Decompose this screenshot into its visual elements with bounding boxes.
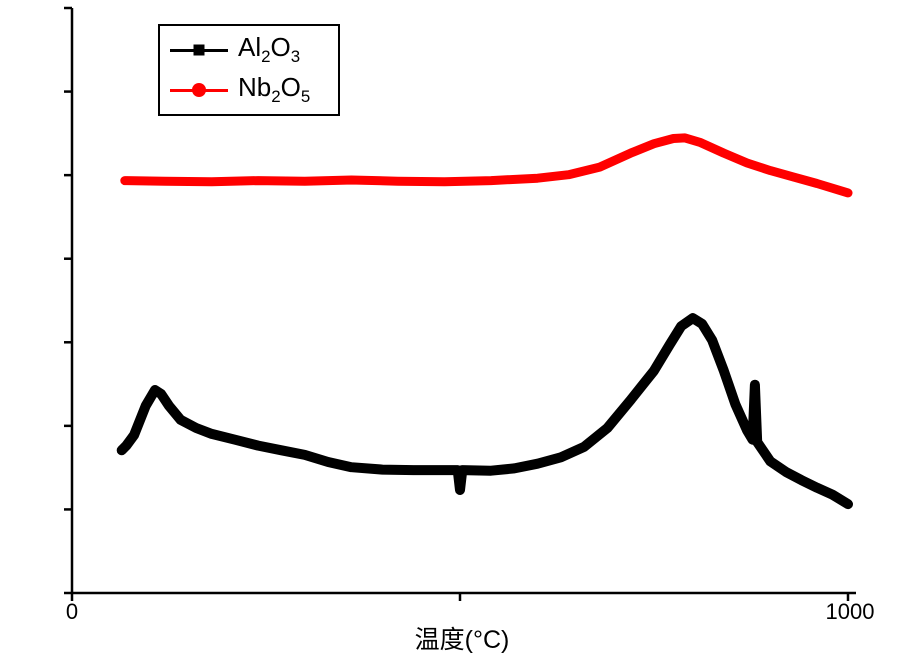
x-tick-label-0: 0 (65, 599, 79, 624)
legend-entry-nb2o5: Nb2O5 (170, 74, 328, 106)
legend: Al2O3 Nb2O5 (158, 24, 340, 116)
legend-label-al2o3: Al2O3 (238, 31, 301, 67)
legend-line-sample-al2o3 (170, 43, 228, 57)
series-line-nb2o5 (120, 133, 853, 198)
legend-line-sample-nb2o5 (170, 83, 228, 97)
x-tick-label-1000: 1000 (825, 599, 875, 624)
series-line-al2o3 (116, 313, 853, 510)
square-marker-icon (193, 44, 205, 56)
circle-marker-icon (192, 83, 206, 97)
x-axis-title: 温度(°C) (414, 626, 510, 654)
legend-label-nb2o5: Nb2O5 (238, 71, 311, 107)
legend-entry-al2o3: Al2O3 (170, 34, 328, 66)
